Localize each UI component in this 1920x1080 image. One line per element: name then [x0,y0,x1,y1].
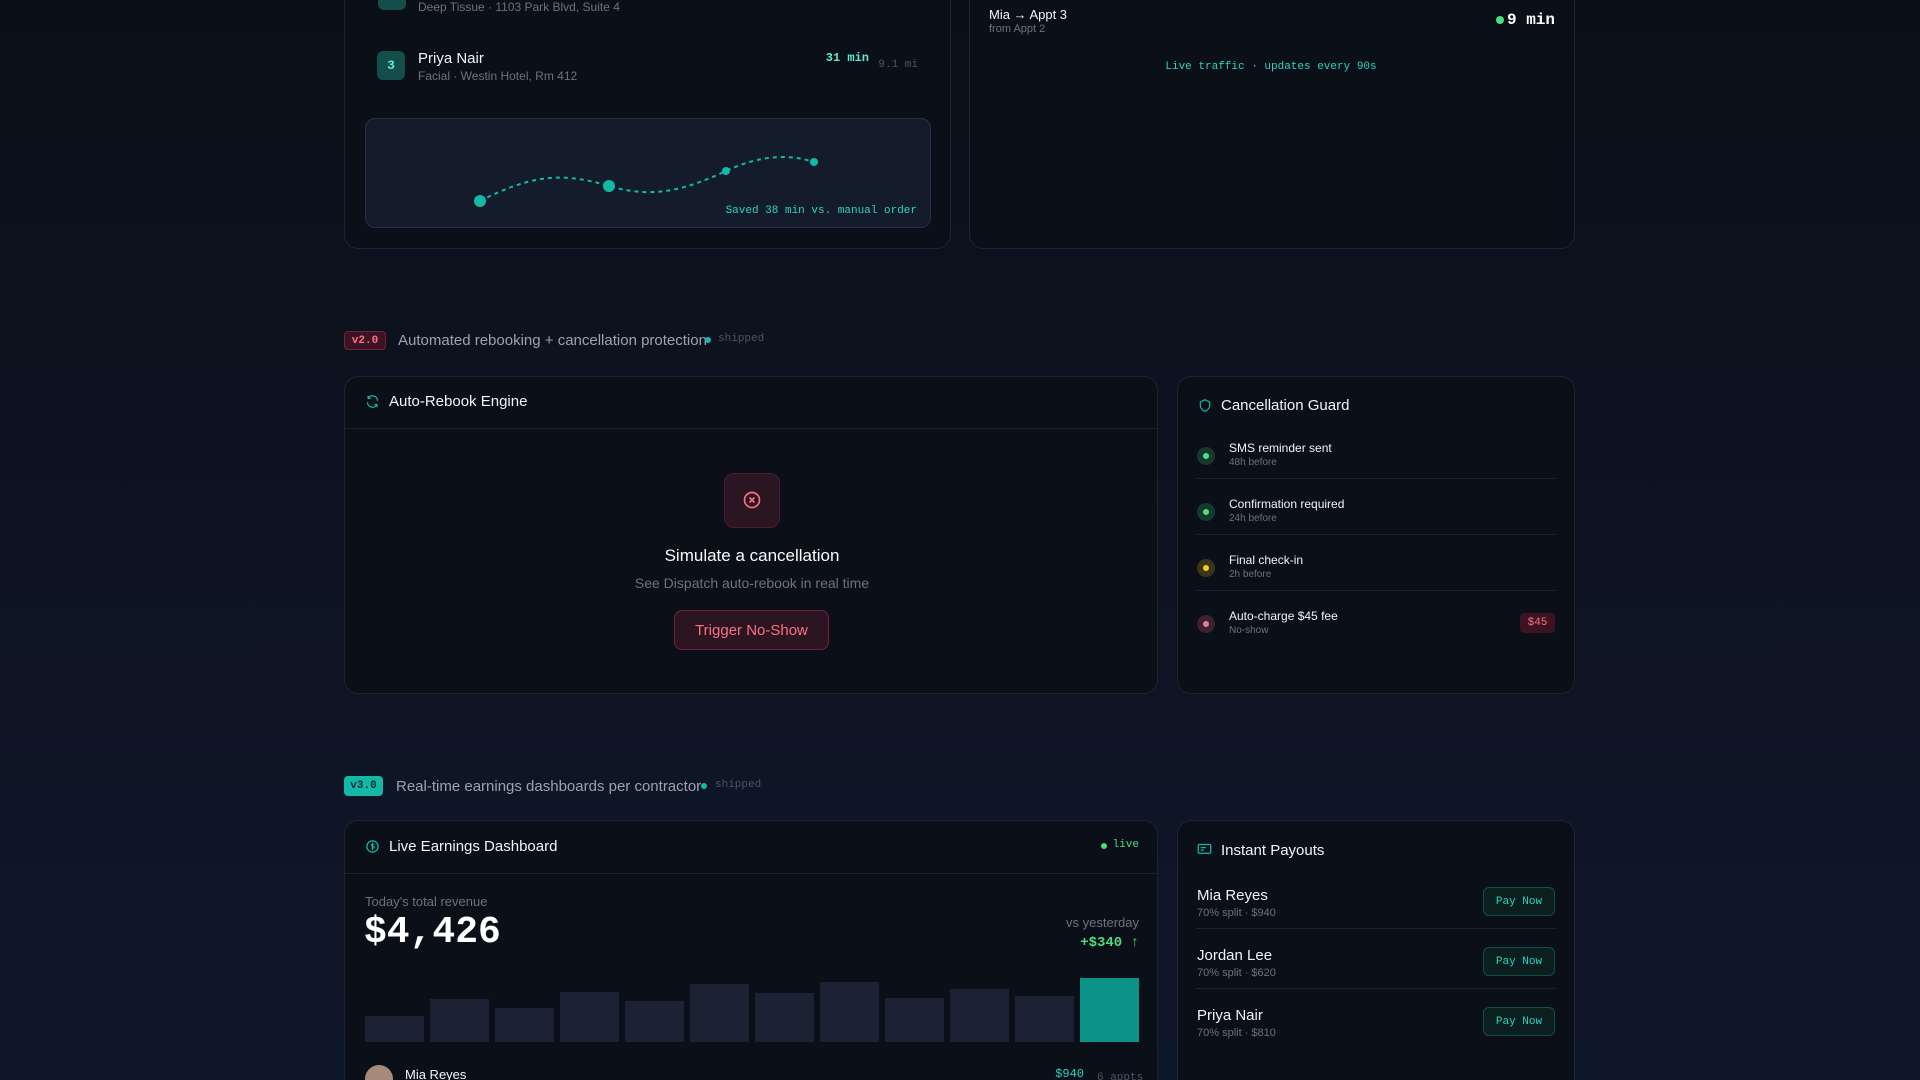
bar [820,981,879,1042]
step-label: Confirmation required [1229,497,1345,511]
status-dot [1101,843,1107,849]
bar [1015,996,1074,1042]
payee-name: Priya Nair [1197,1007,1263,1024]
refresh-icon [366,395,379,408]
payee-detail: 70% split · $620 [1197,967,1276,979]
bar [365,1016,424,1042]
contractor-amount: $940 [1055,1067,1084,1080]
divider [1196,590,1555,591]
pay-button[interactable]: Pay Now [1483,947,1555,976]
status-dot [701,783,707,789]
contractor-name: Mia Reyes [405,1067,467,1080]
stop-badge [378,0,406,10]
route-stop [810,158,818,166]
step-label: Final check-in [1229,553,1304,567]
pay-button[interactable]: Pay Now [1483,1007,1555,1036]
card-title: Auto-Rebook Engine [389,393,528,410]
card-title: Live Earnings Dashboard [389,838,558,855]
step-label: SMS reminder sent [1229,441,1332,455]
earnings-bars [365,970,1139,1042]
leg-title: Mia → Appt 3 [989,7,1068,22]
card-title: Instant Payouts [1221,842,1325,859]
payee-name: Jordan Lee [1197,947,1273,964]
status-dot [1496,16,1504,24]
bar [430,998,489,1042]
fee-badge: $45 [1520,613,1555,633]
step-timing: 2h before [1229,569,1272,580]
stop-distance: 9.1 mi [878,59,918,71]
bar [950,989,1009,1042]
bar [1080,978,1139,1042]
route-map [365,118,931,228]
step-timing: 48h before [1229,457,1277,468]
eta-value: 9 min [1506,11,1555,29]
route-stop [722,167,730,175]
step-label: Auto-charge $45 fee [1229,609,1338,623]
revenue-value: $4,426 [364,911,501,954]
bar [755,992,814,1042]
step-timing: 24h before [1229,513,1277,524]
step-dot [1203,453,1209,459]
route-stop [603,180,615,192]
bar [885,997,944,1042]
eta-card [969,0,1575,249]
section-title: Automated rebooking + cancellation prote… [398,332,707,349]
divider [345,873,1157,874]
stop-name: Priya Nair [418,50,484,67]
leg-from: from Appt 2 [989,23,1046,35]
section-title: Real-time earnings dashboards per contra… [396,778,702,795]
route-path [479,156,815,202]
revenue-label: Today's total revenue [365,894,488,909]
route-note: Saved 38 min vs. manual order [725,205,917,217]
subtitle: See Dispatch auto-rebook in real time [634,575,870,591]
stop-badge: 3 [377,51,405,80]
divider [1196,928,1555,929]
trigger-button[interactable]: Trigger No-Show [674,610,829,650]
live-status: live [1112,839,1139,851]
step-dot [1203,621,1209,627]
payee-name: Mia Reyes [1197,887,1268,904]
bar [495,1007,554,1042]
payee-detail: 70% split · $940 [1197,907,1276,919]
step-dot [1203,509,1209,515]
stop-detail: Deep Tissue · 1103 Park Blvd, Suite 4 [418,0,620,14]
pay-button[interactable]: Pay Now [1483,887,1555,916]
divider [1196,988,1555,989]
step-dot [1203,565,1209,571]
divider [1196,534,1555,535]
route-stop [474,195,486,207]
cancel-icon [743,491,761,509]
status-dot [705,337,711,343]
traffic-note: Live traffic · updates every 90s [1165,61,1377,73]
bar [690,984,749,1042]
compare-value: +$340 ↑ [1080,935,1139,951]
divider [345,428,1157,429]
compare-label: vs yesterday [1066,915,1139,930]
heading: Simulate a cancellation [664,546,840,565]
version-badge: v3.0 [344,776,383,796]
shield-icon [1199,399,1211,412]
contractor-appts: 6 appts [1097,1072,1144,1080]
route-line [474,156,818,207]
payout-icon [1197,843,1212,854]
section-status: shipped [718,333,765,345]
stop-eta: 31 min [825,51,869,65]
bar [560,991,619,1042]
step-timing: No-show [1229,625,1269,636]
dollar-icon [366,840,379,853]
avatar [365,1065,393,1080]
section-status: shipped [715,779,762,791]
card-title: Cancellation Guard [1221,397,1350,414]
divider [1196,478,1555,479]
payee-detail: 70% split · $810 [1197,1027,1276,1039]
bar [625,1001,684,1042]
version-badge: v2.0 [344,331,386,350]
cancellation-guard-card [1177,376,1575,694]
stop-detail: Facial · Westin Hotel, Rm 412 [418,69,578,83]
